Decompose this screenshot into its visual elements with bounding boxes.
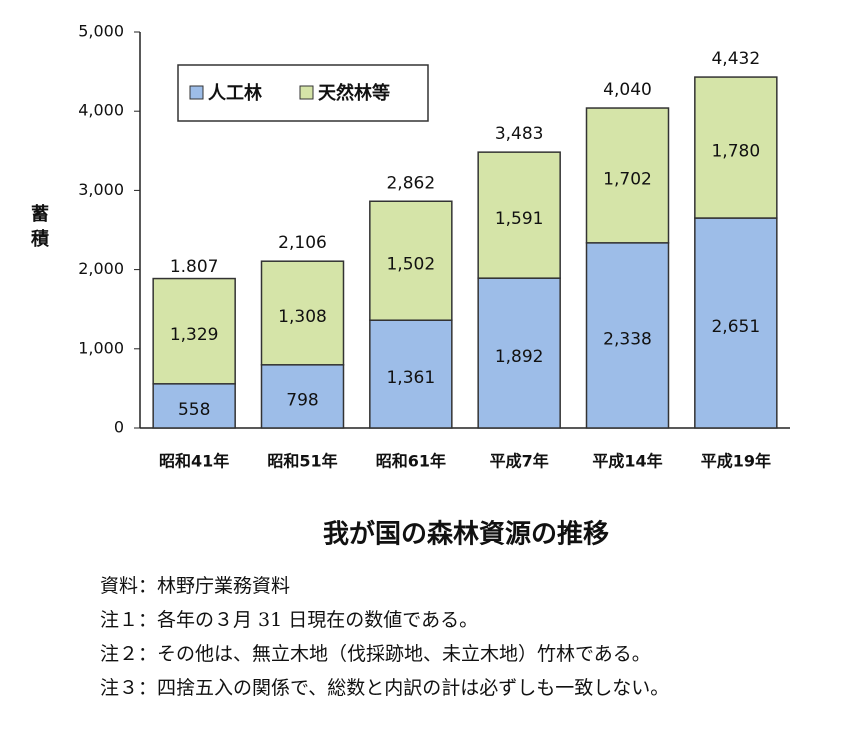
value-label: 1,702 bbox=[603, 169, 652, 189]
total-label: 1.807 bbox=[170, 257, 219, 277]
value-label: 1,780 bbox=[711, 142, 760, 162]
value-label: 1,892 bbox=[495, 347, 544, 367]
bar bbox=[585, 242, 670, 429]
bar bbox=[694, 217, 778, 429]
value-label: 798 bbox=[286, 390, 318, 410]
legend-swatch bbox=[189, 85, 204, 100]
bar bbox=[260, 260, 345, 366]
legend-swatch bbox=[299, 85, 314, 100]
value-label: 1,329 bbox=[170, 325, 219, 345]
bar bbox=[585, 107, 670, 244]
value-label: 1,502 bbox=[386, 255, 435, 275]
bar bbox=[477, 151, 561, 279]
total-label: 4,432 bbox=[711, 49, 760, 69]
legend-label: 天然林等 bbox=[318, 82, 390, 104]
total-label: 3,483 bbox=[495, 124, 544, 144]
y-axis-label-1: 蓄 bbox=[31, 204, 49, 225]
bar bbox=[260, 364, 345, 429]
y-axis-label-2: 積 bbox=[30, 228, 50, 250]
value-label: 2,651 bbox=[711, 317, 760, 337]
bar bbox=[694, 76, 778, 219]
x-tick-label: 昭和41年 bbox=[159, 452, 229, 471]
x-tick-label: 平成19年 bbox=[701, 452, 771, 471]
x-tick-label: 昭和61年 bbox=[376, 452, 446, 471]
value-label: 2,338 bbox=[603, 329, 652, 349]
y-tick-label: 5,000 bbox=[78, 22, 124, 41]
y-tick-label: 0 bbox=[114, 418, 124, 437]
total-label: 2,106 bbox=[278, 233, 327, 253]
x-tick-label: 平成14年 bbox=[592, 452, 662, 471]
bar bbox=[152, 277, 236, 385]
value-label: 1,591 bbox=[495, 209, 544, 229]
note: 注２：その他は、無立木地（伐採跡地、未立木地）竹林である。 bbox=[100, 643, 651, 665]
bar bbox=[369, 319, 453, 429]
total-label: 2,862 bbox=[386, 173, 435, 193]
note: 注１：各年の３月 31 日現在の数値である。 bbox=[100, 609, 478, 631]
value-label: 558 bbox=[178, 400, 210, 420]
y-tick-label: 4,000 bbox=[78, 101, 124, 120]
note: 注３：四捨五入の関係で、総数と内訳の計は必ずしも一致しない。 bbox=[100, 677, 669, 699]
y-tick-label: 2,000 bbox=[78, 259, 124, 278]
bar bbox=[152, 383, 236, 429]
value-label: 1,361 bbox=[386, 368, 435, 388]
bar bbox=[369, 200, 453, 321]
y-tick-label: 3,000 bbox=[78, 180, 124, 199]
chart-title: 我が国の森林資源の推移 bbox=[323, 519, 609, 550]
x-tick-label: 昭和51年 bbox=[267, 452, 337, 471]
value-label: 1,308 bbox=[278, 307, 327, 327]
total-label: 4,040 bbox=[603, 80, 652, 100]
x-tick-label: 平成7年 bbox=[490, 452, 549, 471]
note: 資料：林野庁業務資料 bbox=[100, 575, 290, 597]
y-tick-label: 1,000 bbox=[78, 338, 124, 357]
legend-label: 人工林 bbox=[208, 82, 262, 104]
